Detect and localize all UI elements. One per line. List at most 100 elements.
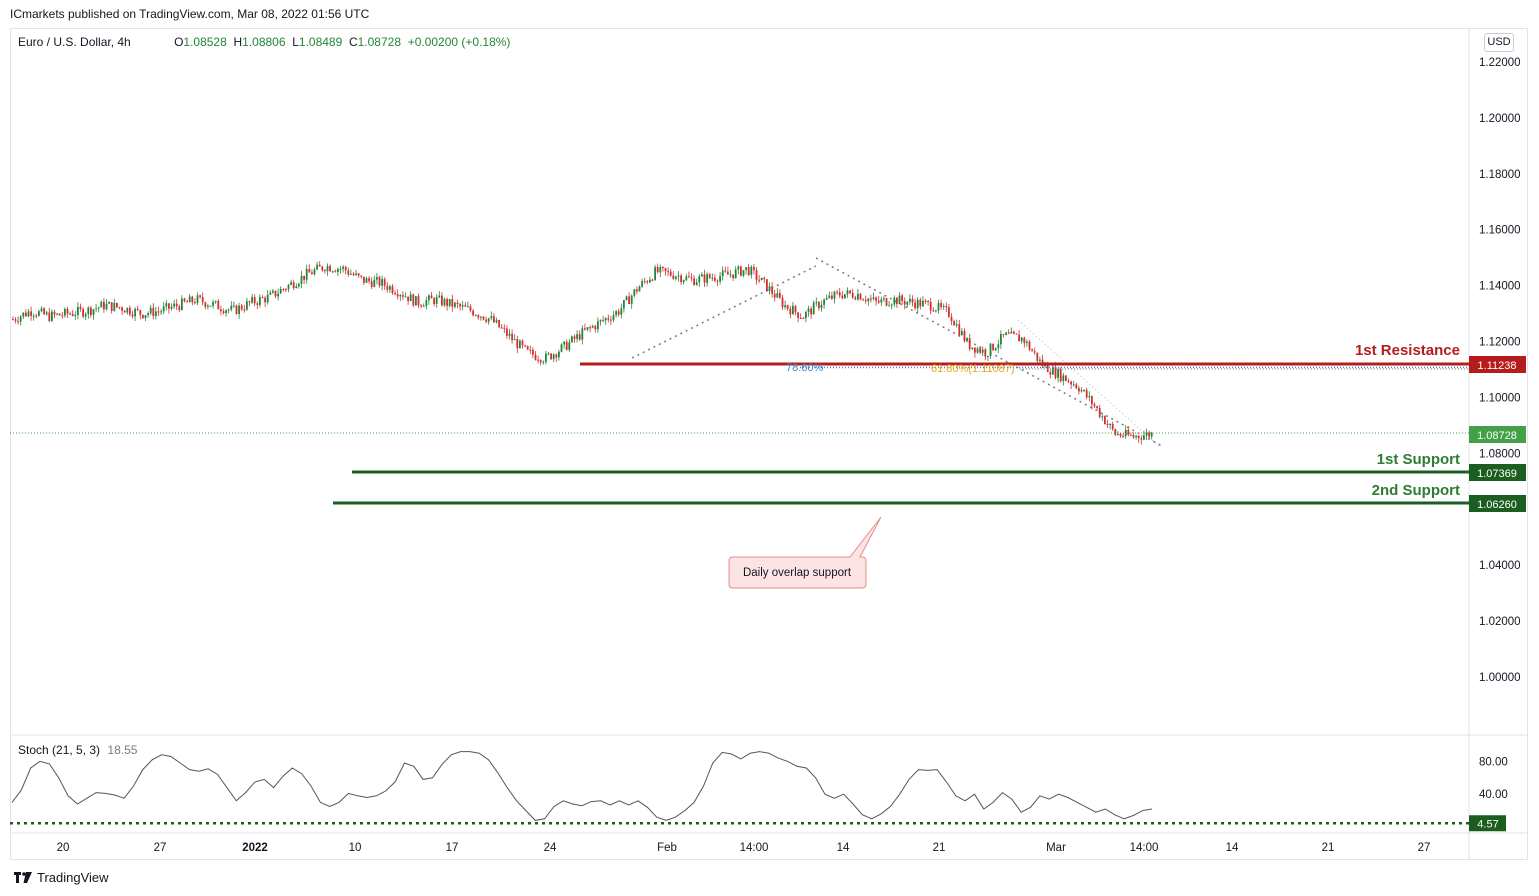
candle-body	[90, 307, 92, 315]
candle-body	[838, 292, 841, 296]
candle-body	[958, 324, 961, 336]
candle-body	[467, 306, 469, 308]
candle-body	[792, 305, 794, 315]
candle-body	[123, 310, 126, 313]
support2-label: 2nd Support	[1372, 482, 1460, 499]
candle-body	[168, 303, 170, 309]
chart-frame[interactable]	[10, 28, 1528, 860]
candle-body	[360, 275, 363, 277]
candle-body	[396, 294, 399, 297]
candle-body	[646, 281, 649, 283]
candle-body	[737, 266, 740, 270]
candle-body	[212, 301, 214, 306]
candle-body	[240, 305, 243, 310]
candle-body	[199, 295, 201, 297]
candle-body	[422, 305, 425, 307]
candle-body	[729, 274, 732, 276]
candle-body	[243, 309, 246, 311]
candle-body	[118, 307, 121, 309]
currency-button[interactable]: USD	[1484, 33, 1514, 52]
candle-body	[175, 303, 178, 307]
candle-body	[292, 282, 295, 289]
candle-body	[703, 274, 706, 283]
candle-body	[482, 316, 485, 320]
price-tick-0: 1.22000	[1479, 57, 1521, 69]
candle-body	[308, 268, 311, 273]
candle-body	[222, 311, 225, 314]
tradingview-brand: TradingView	[37, 870, 109, 885]
candle-body	[1072, 384, 1075, 386]
candle-body	[363, 276, 365, 283]
candle-body	[274, 290, 277, 297]
candle-body	[207, 305, 209, 307]
candle-body	[984, 349, 987, 357]
candle-body	[136, 308, 139, 311]
candle-body	[415, 296, 417, 306]
callout-text: Daily overlap support	[743, 567, 852, 579]
candle-body	[326, 266, 329, 272]
candle-body	[922, 300, 924, 307]
candle-body	[352, 273, 355, 275]
candle-body	[578, 334, 581, 340]
candle-body	[740, 266, 742, 276]
candle-body	[547, 353, 550, 355]
tradingview-footer[interactable]: TradingView	[14, 870, 109, 885]
candle-body	[641, 281, 643, 287]
candle-body	[162, 306, 165, 312]
candle-body	[875, 297, 877, 301]
candle-body	[799, 317, 802, 319]
fib-78-label: 78.60%	[786, 362, 824, 374]
candle-body	[758, 279, 760, 281]
candle-body	[279, 289, 282, 294]
tradingview-logo-icon	[14, 871, 32, 883]
candle-body	[659, 266, 662, 273]
stoch-axis: 80.00 40.00	[1479, 756, 1508, 801]
candle-body	[1119, 433, 1122, 437]
candle-body	[924, 300, 927, 302]
candle-body	[909, 298, 911, 302]
time-tick-1: 27	[154, 842, 167, 854]
candle-body	[87, 307, 90, 315]
candle-body	[526, 346, 529, 350]
candle-body	[542, 361, 545, 363]
candle-body	[950, 316, 953, 322]
candle-body	[604, 318, 607, 321]
candle-body	[1101, 416, 1104, 418]
candle-body	[160, 311, 162, 313]
candle-body	[1117, 433, 1119, 435]
time-tick-0: 20	[57, 842, 70, 854]
candle-body	[747, 267, 750, 275]
candle-body	[662, 266, 664, 269]
candle-body	[698, 276, 701, 283]
price-tick-6: 1.10000	[1479, 392, 1521, 404]
candle-body	[373, 279, 376, 287]
candle-body	[339, 268, 342, 270]
candle-body	[1130, 434, 1132, 436]
callout-box[interactable]	[728, 516, 882, 589]
candle-body	[669, 271, 672, 276]
candle-body	[1033, 351, 1036, 353]
candle-body	[402, 295, 404, 297]
candle-body	[256, 303, 259, 305]
candle-body	[971, 347, 974, 349]
candle-body	[916, 299, 919, 309]
candle-body	[914, 302, 916, 309]
time-tick-14: 27	[1418, 842, 1431, 854]
candle-body	[992, 343, 994, 351]
candle-body	[885, 298, 888, 306]
candle-body	[144, 315, 147, 319]
candle-body	[97, 307, 100, 309]
time-tick-11: 14:00	[1130, 842, 1159, 854]
candle-body	[27, 311, 30, 317]
candle-body	[500, 327, 503, 329]
candle-body	[383, 279, 386, 286]
candle-body	[760, 277, 763, 281]
candle-body	[183, 298, 186, 302]
candle-body	[17, 320, 19, 322]
candle-body	[347, 270, 350, 275]
candle-body	[165, 303, 168, 307]
candle-body	[116, 302, 118, 308]
candle-body	[981, 349, 984, 353]
candle-body	[581, 328, 584, 340]
